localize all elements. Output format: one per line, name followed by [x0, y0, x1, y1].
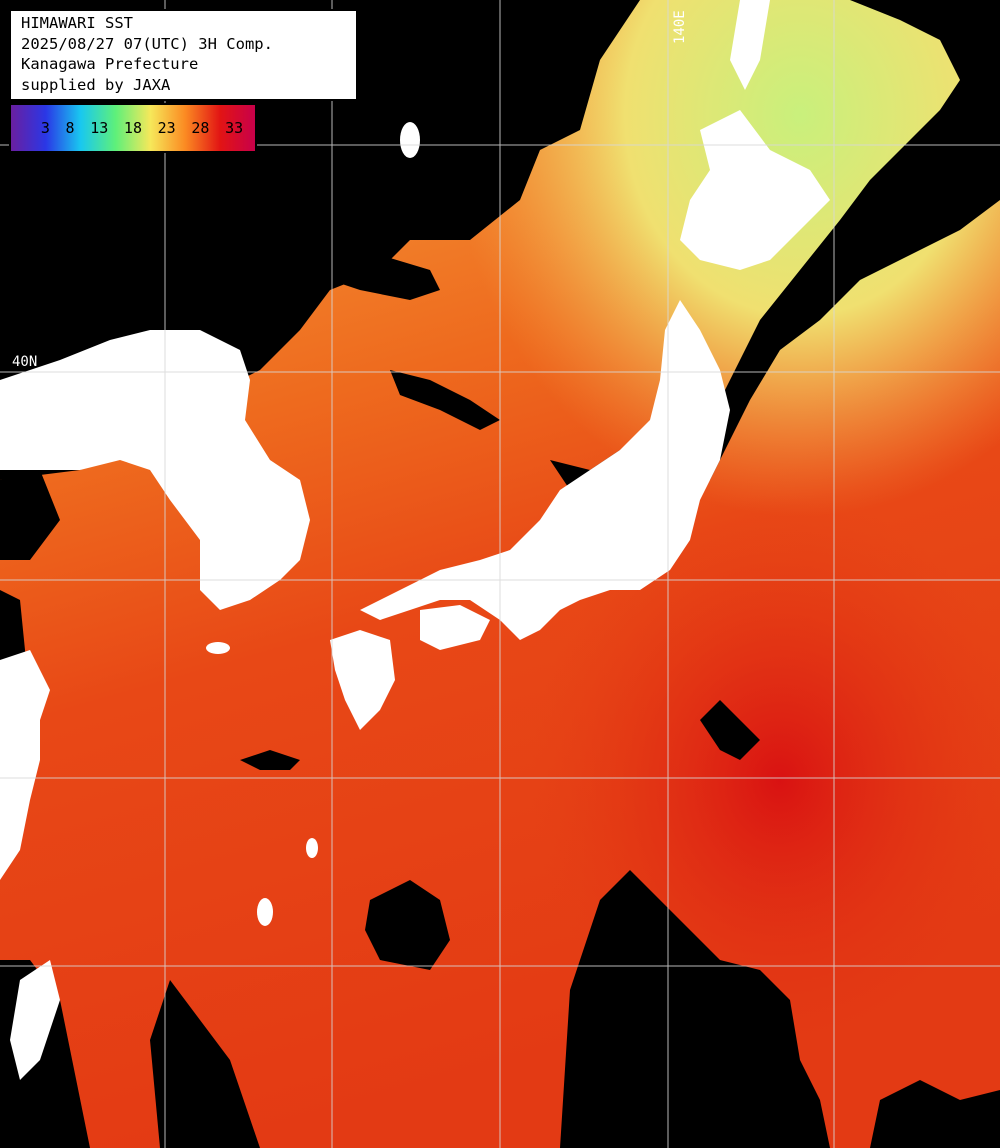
lat-label-30n: 30N: [12, 760, 37, 776]
legend-tick: 28: [191, 119, 210, 137]
legend-tick: 33: [225, 119, 244, 137]
land-mask: [0, 0, 830, 1080]
color-scale-legend: 3 8 13 18 23 28 33: [9, 103, 257, 153]
title-line-product: HIMAWARI SST: [21, 14, 133, 32]
legend-tick: 18: [123, 119, 142, 137]
legend-tick: 3: [40, 119, 50, 137]
title-line-supplier: supplied by JAXA: [21, 75, 171, 94]
legend-tick: 23: [157, 119, 176, 137]
title-line-timestamp: 2025/08/27 07(UTC) 3H Comp.: [21, 34, 273, 53]
legend-tick: 13: [90, 119, 109, 137]
title-line-region: Kanagawa Prefecture: [21, 55, 199, 73]
title-box: HIMAWARI SST 2025/08/27 07(UTC) 3H Comp.…: [9, 9, 358, 101]
legend-tick: 8: [65, 119, 75, 137]
lat-label-40n: 40N: [12, 354, 37, 370]
lon-label-140e: 140E: [672, 10, 688, 44]
